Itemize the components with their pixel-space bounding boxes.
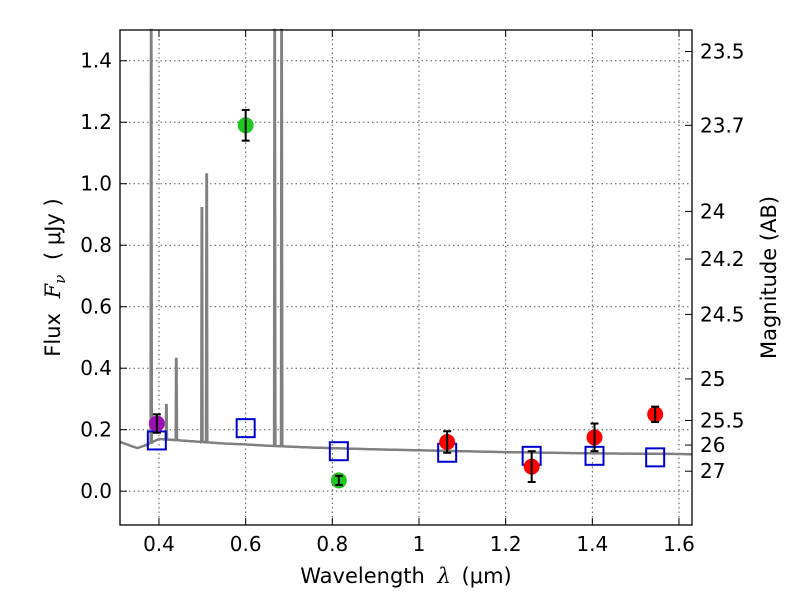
y2-tick-label: 23.7 (700, 113, 745, 137)
sed-spectrum (119, 28, 693, 456)
y2-tick-label: 27 (700, 459, 725, 483)
x-tick-label: 1 (413, 532, 426, 556)
y-tick-label: 0.0 (80, 479, 112, 503)
sed-spectrum-line (119, 28, 693, 456)
x-tick-label: 0.8 (316, 532, 348, 556)
y2-tick-label: 26 (700, 433, 725, 457)
grid-lines (120, 30, 692, 525)
x-tick-label: 0.6 (230, 532, 262, 556)
x-tick-label: 1.6 (663, 532, 695, 556)
y2-tick-label: 24 (700, 199, 725, 223)
y-axis-label: Flux Fν ( μJy ) (41, 198, 70, 356)
y2-tick-label: 24.2 (700, 247, 745, 271)
y2-axis-label: Magnitude (AB) (757, 196, 781, 359)
x-axis-label: Wavelength λ (μm) (300, 564, 511, 588)
y-tick-label: 1.0 (80, 172, 112, 196)
model-photometry-square (235, 418, 256, 439)
axis-ticks: 0.4 0.6 0.8 1 1.2 1.4 1.6 0.0 0.2 0.4 0.6 0.8 1.0 1.2… (80, 30, 745, 556)
y-tick-label: 0.6 (80, 295, 112, 319)
y-tick-label: 0.8 (80, 233, 112, 257)
x-tick-label: 0.4 (143, 532, 175, 556)
y2-tick-label: 23.5 (700, 40, 745, 64)
y2-tick-label: 25.5 (700, 408, 745, 432)
y2-tick-label: 25 (700, 367, 725, 391)
model-photometry-square (645, 447, 666, 468)
y-tick-label: 1.2 (80, 110, 112, 134)
x-tick-label: 1.4 (576, 532, 608, 556)
y2-tick-label: 24.5 (700, 302, 745, 326)
y-tick-label: 1.4 (80, 49, 112, 73)
y-tick-label: 0.2 (80, 418, 112, 442)
photometry-points (146, 108, 666, 489)
y-tick-label: 0.4 (80, 356, 112, 380)
plot-area-frame (119, 29, 693, 526)
model-photometry-square (328, 441, 349, 462)
x-tick-label: 1.2 (490, 532, 522, 556)
